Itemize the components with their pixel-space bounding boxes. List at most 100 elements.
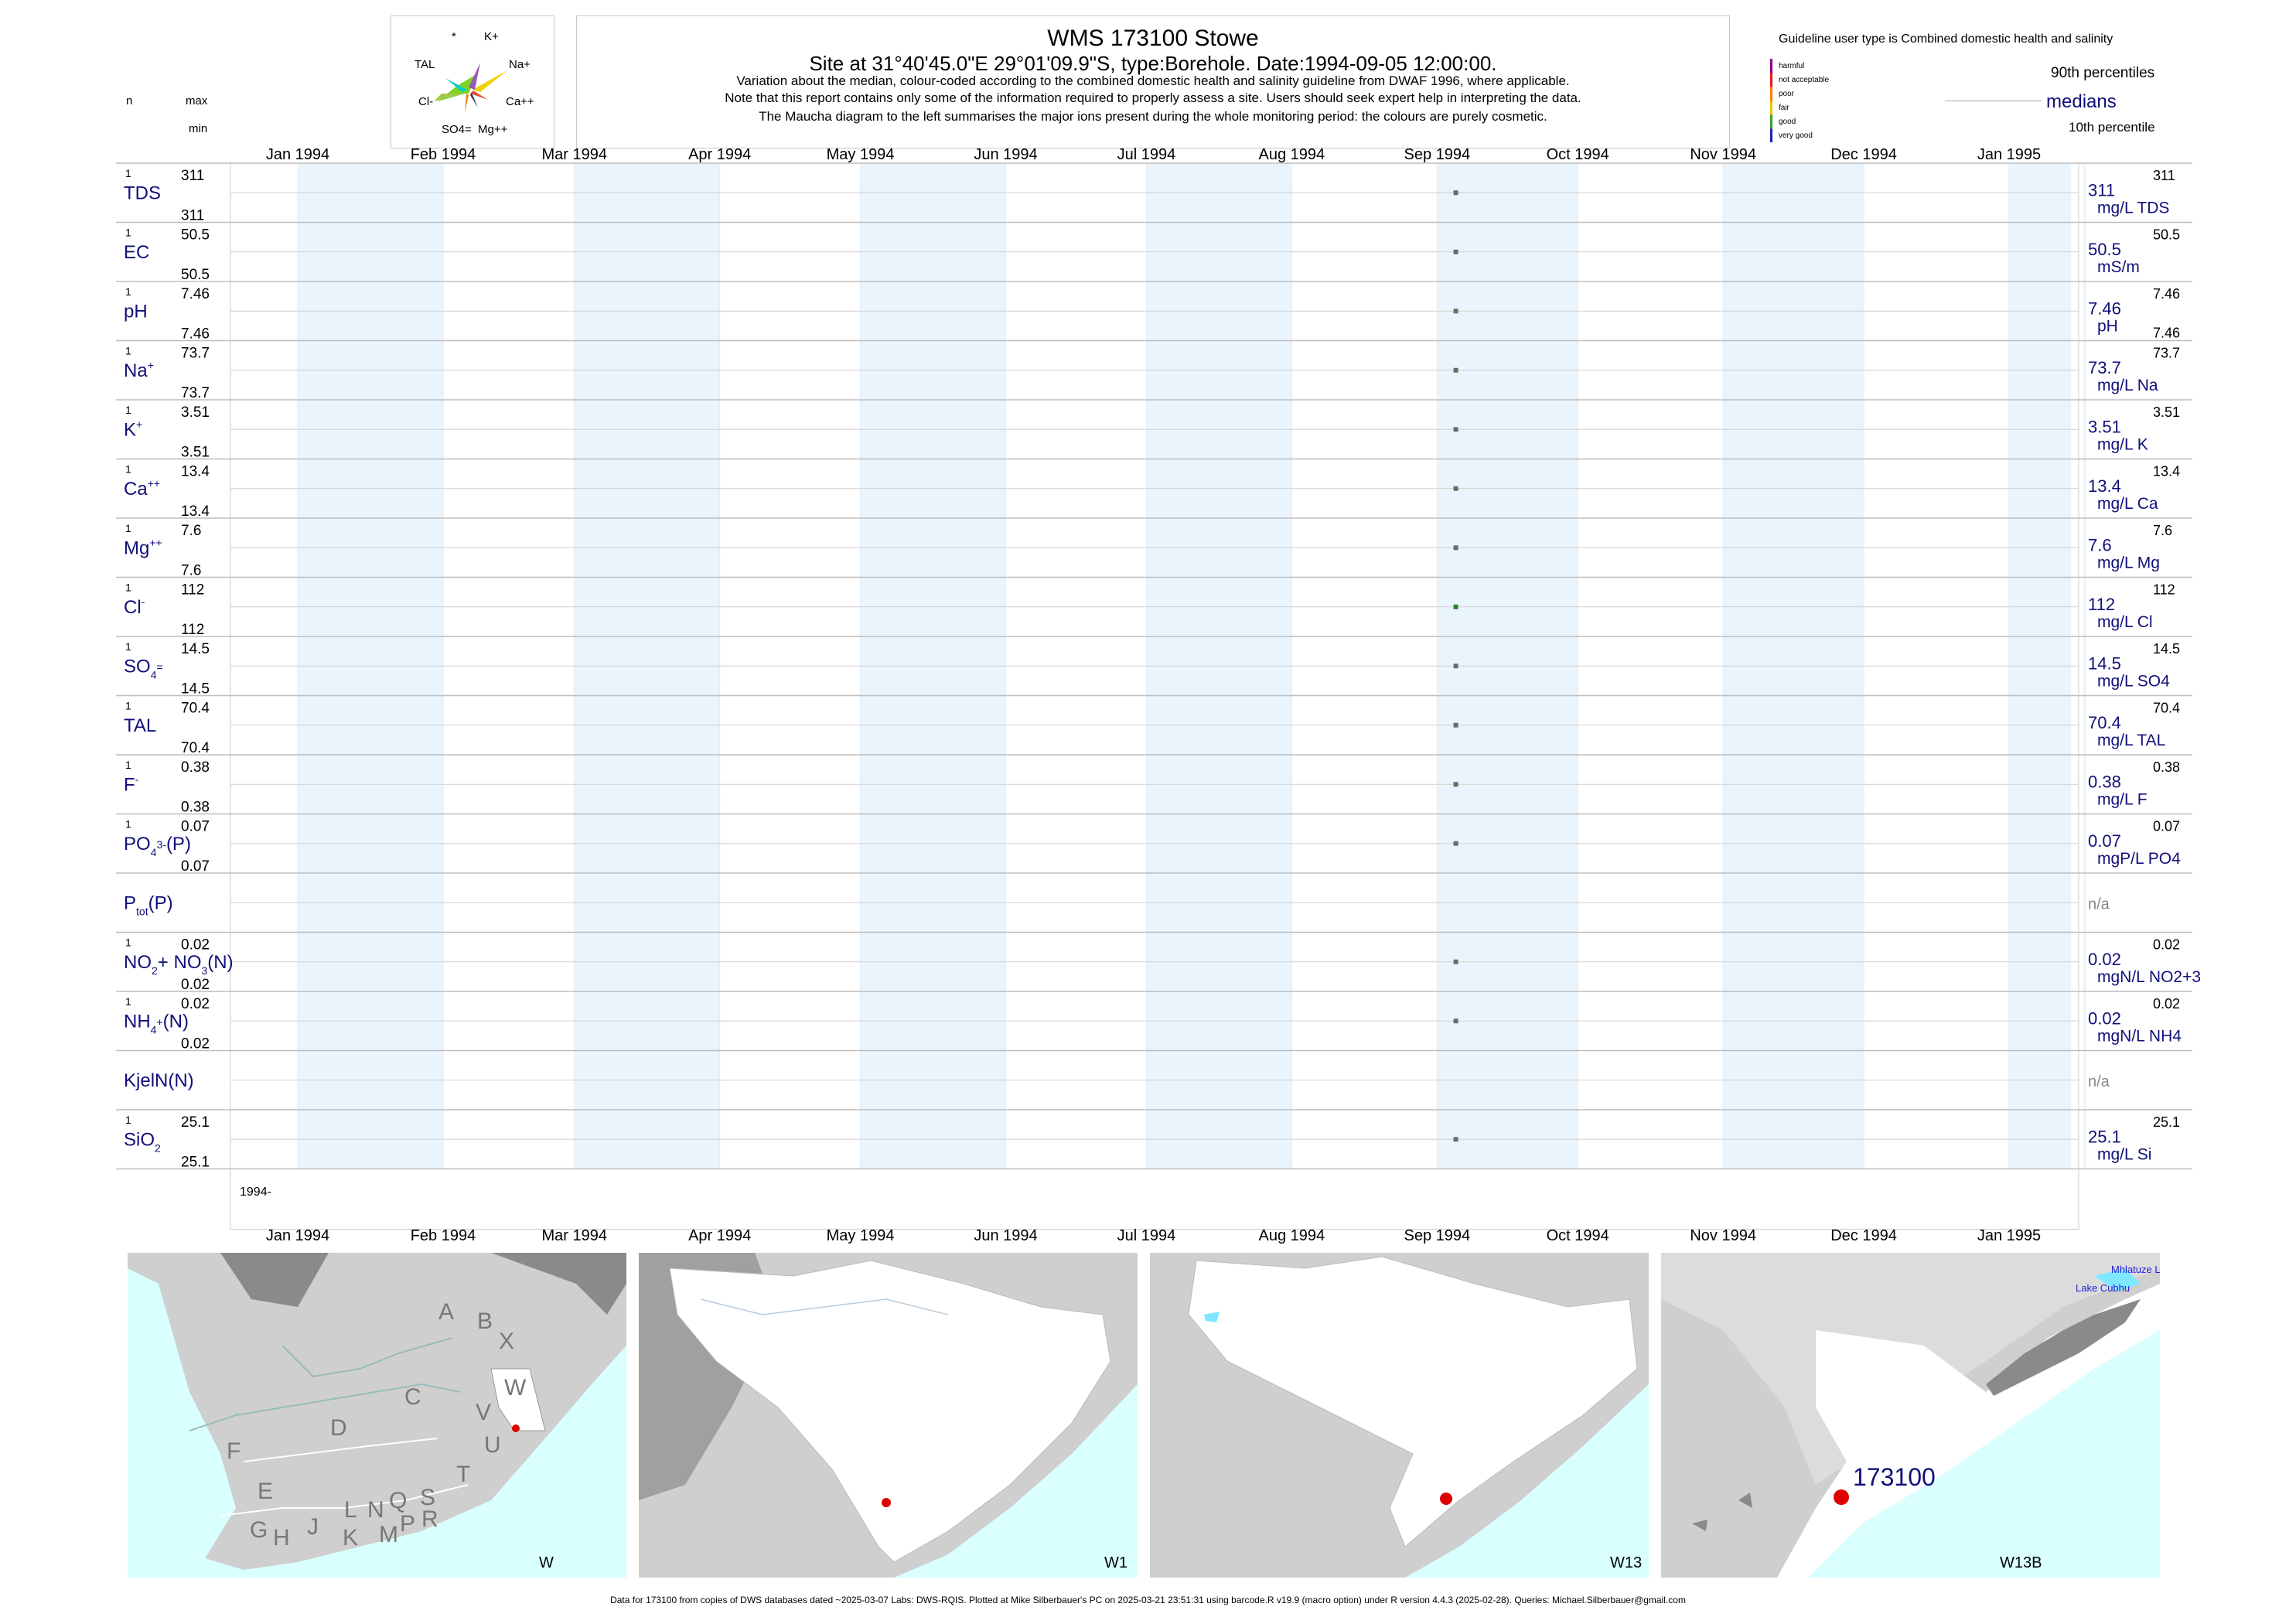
row-label-part: ++ <box>148 477 160 490</box>
row-label-part: 2 <box>152 964 158 977</box>
note-line-1: Variation about the median, colour-coded… <box>736 73 1570 88</box>
footer-note: Data for 173100 from copies of DWS datab… <box>610 1595 1686 1605</box>
data-point <box>1453 841 1458 846</box>
month-label-bottom: Aug 1994 <box>1259 1227 1325 1244</box>
row-label: Ca++ <box>124 477 160 500</box>
row-label: pH <box>124 301 148 322</box>
row-label-part: PO <box>124 834 151 855</box>
month-label-bottom: Jan 1995 <box>1977 1227 2041 1244</box>
month-label-bottom: Sep 1994 <box>1404 1227 1470 1244</box>
data-point <box>1453 309 1458 314</box>
row-min: 7.6 <box>181 563 201 579</box>
row-n: 1 <box>125 700 131 712</box>
map-w1-svg <box>639 1253 1138 1578</box>
month-label-top: Dec 1994 <box>1830 146 1897 163</box>
data-point <box>1453 664 1458 669</box>
row-label-part: (P) <box>148 892 173 913</box>
month-label-top: Mar 1994 <box>541 146 607 163</box>
maucha-shape-so4 <box>465 94 469 113</box>
right-median: 14.5 <box>2088 653 2121 673</box>
row-min: 0.38 <box>181 800 210 816</box>
right-p90: 0.02 <box>2153 996 2180 1012</box>
row-label-part: 3- <box>156 838 166 851</box>
region-r: R <box>421 1506 438 1532</box>
map-drainage-w13b: 173100 Mhlatuze La Lake Cubhu W13B <box>1661 1253 2160 1578</box>
row-min: 112 <box>181 622 204 638</box>
month-label-bottom: Jun 1994 <box>974 1227 1037 1244</box>
region-u: U <box>484 1432 501 1458</box>
data-point <box>1453 367 1458 373</box>
row-min: 70.4 <box>181 740 210 756</box>
row-n: 1 <box>125 167 131 179</box>
region-k: K <box>343 1525 359 1551</box>
row-label-part: - <box>142 595 145 608</box>
region-v: V <box>476 1400 492 1425</box>
month-label-top: Jan 1995 <box>1977 146 2041 163</box>
title-box: WMS 173100 Stowe Site at 31°40'45.0"E 29… <box>576 15 1730 148</box>
lake-mhlatuze-label: Mhlatuze La <box>2111 1264 2160 1275</box>
legend-harmful: harmful <box>1779 62 1805 70</box>
data-point <box>1453 1137 1458 1142</box>
row-label-part: F <box>124 774 135 795</box>
month-label-top: Sep 1994 <box>1404 146 1470 163</box>
row-max: 70.4 <box>181 701 210 717</box>
right-unit: mS/m <box>2097 258 2140 276</box>
row-label-part: = <box>156 660 162 673</box>
right-p90: 73.7 <box>2153 346 2180 361</box>
region-j: J <box>307 1514 319 1540</box>
region-d: D <box>330 1415 347 1441</box>
maucha-shape-tal <box>445 78 467 92</box>
row-n: 1 <box>125 404 131 416</box>
page-title: WMS 173100 Stowe <box>1047 26 1259 51</box>
month-label-top: Nov 1994 <box>1690 146 1756 163</box>
row-n: 1 <box>125 759 131 771</box>
right-p90: 0.38 <box>2153 759 2180 775</box>
region-t: T <box>456 1462 471 1487</box>
month-label-bottom: Oct 1994 <box>1547 1227 1609 1244</box>
month-label-bottom: Feb 1994 <box>411 1227 476 1244</box>
row-n: 1 <box>125 582 131 594</box>
region-f: F <box>227 1438 241 1464</box>
row-label-part: K <box>124 419 136 440</box>
region-c: C <box>404 1384 421 1410</box>
right-median: 0.02 <box>2088 950 2121 969</box>
right-unit: mg/L K <box>2097 435 2148 453</box>
right-median: 0.38 <box>2088 772 2121 791</box>
maucha-label-cl: Cl- <box>418 95 434 108</box>
guideline-user: Guideline user type is Combined domestic… <box>1779 32 2113 46</box>
row-max: 14.5 <box>181 641 210 657</box>
right-p90: 311 <box>2153 168 2175 183</box>
region-p: P <box>400 1511 416 1537</box>
row-min: 13.4 <box>181 503 210 520</box>
row-min: 3.51 <box>181 445 210 461</box>
row-n: 1 <box>125 345 131 357</box>
right-median: 50.5 <box>2088 240 2121 259</box>
month-label-top: Oct 1994 <box>1547 146 1609 163</box>
month-label-bottom: Jan 1994 <box>266 1227 329 1244</box>
maucha-label-so4: SO4= <box>442 123 472 136</box>
legend-medians: medians <box>2046 91 2117 112</box>
right-p90: 0.07 <box>2153 819 2180 834</box>
map-w13b-site-marker <box>1834 1489 1849 1505</box>
row-max: 112 <box>181 582 204 599</box>
row-max: 0.02 <box>181 937 210 954</box>
month-label-top: Jun 1994 <box>974 146 1037 163</box>
row-label-part: 4 <box>151 668 157 681</box>
right-median: 73.7 <box>2088 358 2121 377</box>
right-unit: mg/L Na <box>2097 377 2158 394</box>
legend-good: good <box>1779 118 1796 126</box>
row-n: 1 <box>125 937 131 949</box>
row-label-part: 4 <box>151 846 157 858</box>
row-min: 311 <box>181 208 204 224</box>
year-label: 1994- <box>240 1186 271 1199</box>
region-x: X <box>499 1329 515 1354</box>
row-n: 1 <box>125 1114 131 1126</box>
data-point <box>1453 545 1458 551</box>
right-median: 13.4 <box>2088 476 2121 496</box>
row-label-part: SiO <box>124 1129 155 1150</box>
right-median-na: n/a <box>2088 896 2110 913</box>
right-median: 70.4 <box>2088 713 2121 732</box>
data-point <box>1453 190 1458 196</box>
row-label-part: NO <box>124 952 152 973</box>
map-drainage-w1: W1 <box>639 1253 1138 1578</box>
